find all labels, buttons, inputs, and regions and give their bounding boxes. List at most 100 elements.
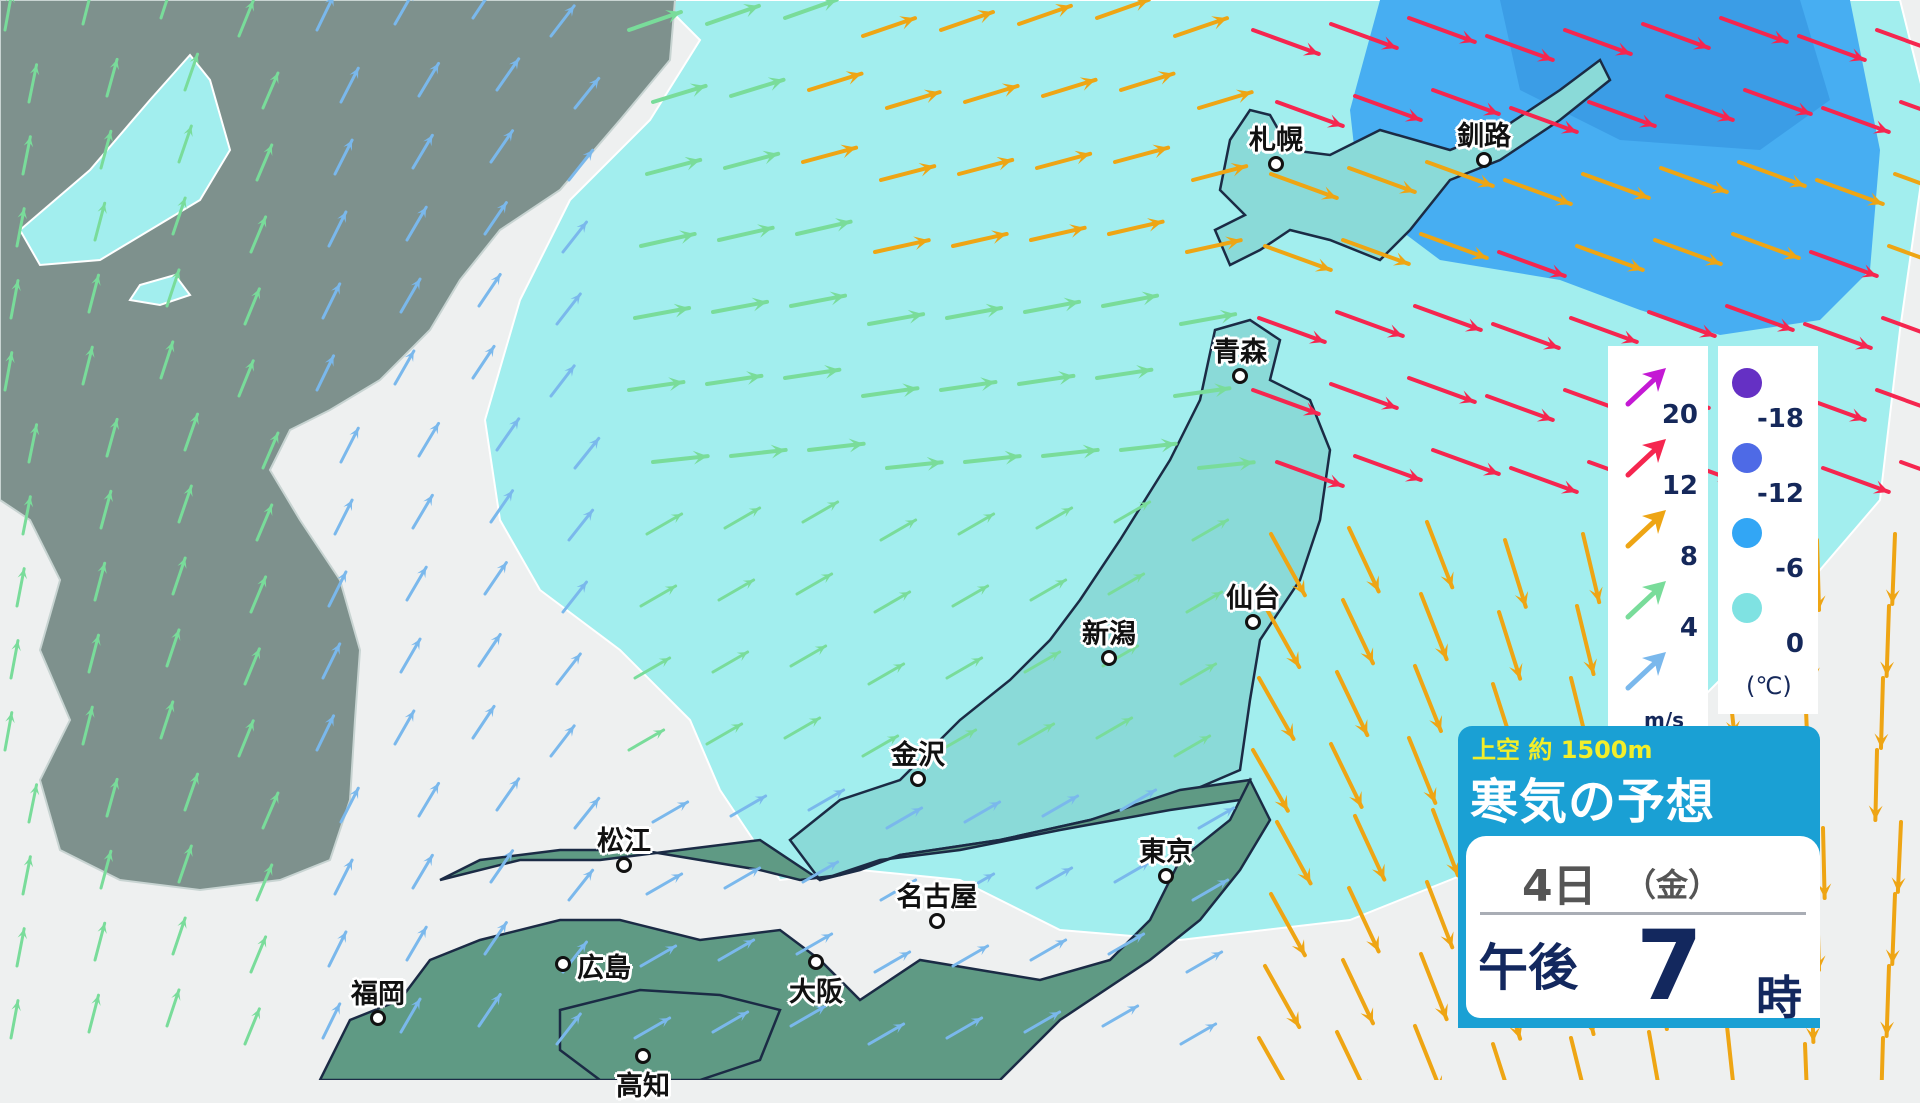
wind-arrow [1413, 304, 1483, 332]
wind-arrow [1885, 892, 1900, 966]
wind-arrow [27, 783, 40, 824]
wind-arrow [1173, 16, 1230, 38]
wind-arrow [105, 57, 120, 98]
wind-arrow [1197, 456, 1256, 471]
wind-arrow [807, 71, 864, 92]
wind-arrow [561, 580, 588, 614]
wind-arrow [333, 498, 354, 536]
wind-arrow [1329, 742, 1364, 809]
wind-arrow [411, 493, 434, 530]
city-dot [1476, 152, 1492, 168]
wind-arrow [627, 728, 666, 752]
wind-arrow [717, 578, 756, 602]
temperature-legend-value: -6 [1775, 554, 1804, 584]
wind-arrow [417, 421, 441, 458]
wind-arrow [1107, 572, 1146, 596]
wind-arrow [1665, 94, 1735, 122]
wind-arrow [633, 1016, 672, 1040]
wind-arrow [1095, 0, 1151, 20]
wind-arrow [1431, 448, 1501, 476]
wind-arrow [1719, 16, 1789, 44]
wind-arrow [99, 849, 113, 890]
wind-arrow [1563, 28, 1633, 56]
wind-arrow [573, 796, 601, 830]
wind-arrow [861, 734, 900, 758]
city-dot [635, 1048, 651, 1064]
wind-arrow [315, 354, 336, 392]
wind-arrow [567, 508, 595, 542]
wind-arrow [315, 714, 336, 752]
wind-arrow [867, 662, 906, 686]
wind-arrow [93, 921, 107, 962]
wind-arrow [1353, 94, 1423, 122]
wind-arrow [939, 728, 978, 752]
wind-legend-arrow-icon [1622, 437, 1672, 488]
wind-arrow [1335, 670, 1370, 738]
wind-arrow [1413, 1024, 1443, 1080]
wind-arrow [945, 1016, 984, 1040]
wind-arrow [3, 0, 15, 32]
wind-arrow [1347, 166, 1417, 194]
wind-arrow [81, 345, 95, 386]
wind-arrow [1407, 376, 1477, 404]
wind-arrow [1107, 932, 1146, 956]
wind-arrow [1179, 1022, 1218, 1046]
wind-arrow [783, 716, 822, 740]
wind-arrow [801, 144, 859, 164]
wind-arrow [87, 273, 101, 314]
wind-arrow [789, 1004, 828, 1028]
temperature-legend-unit: (℃) [1746, 672, 1792, 700]
wind-arrow [861, 383, 920, 398]
wind-arrow [1335, 1030, 1368, 1080]
wind-arrow [1041, 794, 1080, 818]
wind-arrow [555, 652, 582, 686]
cold-pocket-continent [18, 53, 232, 307]
wind-arrow [627, 377, 686, 392]
wind-arrow [705, 371, 764, 386]
wind-arrow [1725, 1024, 1735, 1080]
city-dot [1245, 614, 1261, 630]
wind-arrow [1653, 238, 1723, 266]
wind-arrow [963, 450, 1022, 465]
wind-arrow [1269, 892, 1307, 958]
panel-title: 寒気の予想 [1470, 774, 1716, 830]
wind-arrow [81, 0, 91, 26]
altitude-subtitle: 上空 約 1500m [1472, 736, 1653, 764]
wind-arrow [417, 781, 441, 818]
wind-arrow [957, 512, 996, 536]
wind-arrow [321, 282, 342, 320]
wind-arrow [1425, 520, 1455, 590]
wind-arrow [951, 584, 990, 608]
wind-arrow [1737, 160, 1807, 188]
wind-arrow [393, 0, 414, 26]
wind-arrow [1893, 172, 1920, 186]
wind-arrow [1017, 3, 1073, 26]
wind-arrow [1257, 676, 1296, 741]
wind-arrow [573, 436, 601, 470]
wind-arrow [1017, 722, 1056, 746]
wind-arrow [489, 129, 515, 164]
wind-arrow [1035, 506, 1074, 530]
wind-arrow [1173, 734, 1212, 758]
wind-arrow [1497, 610, 1523, 681]
wind-arrow [567, 148, 595, 182]
wind-arrow [171, 916, 187, 956]
wind-arrow [555, 292, 582, 326]
city-label: 青森 [1213, 337, 1267, 368]
wind-arrow [1185, 236, 1243, 254]
wind-arrow [717, 938, 756, 962]
city-dot [1268, 156, 1284, 172]
wind-arrow [939, 10, 995, 32]
weather-map [0, 0, 1920, 1080]
wind-arrow [21, 135, 34, 176]
wind-arrow [1407, 736, 1438, 805]
wind-arrow [951, 230, 1009, 248]
wind-arrow [1095, 716, 1134, 740]
wind-arrow [729, 77, 786, 98]
temperature-legend-value: -12 [1757, 479, 1804, 509]
forecast-time-card: 4日 （金） 午後 7 時 [1466, 836, 1820, 1025]
wind-arrow [471, 0, 487, 20]
wind-arrow [1275, 820, 1313, 886]
wind-arrow [327, 930, 348, 968]
city-label: 仙台 [1226, 583, 1280, 614]
